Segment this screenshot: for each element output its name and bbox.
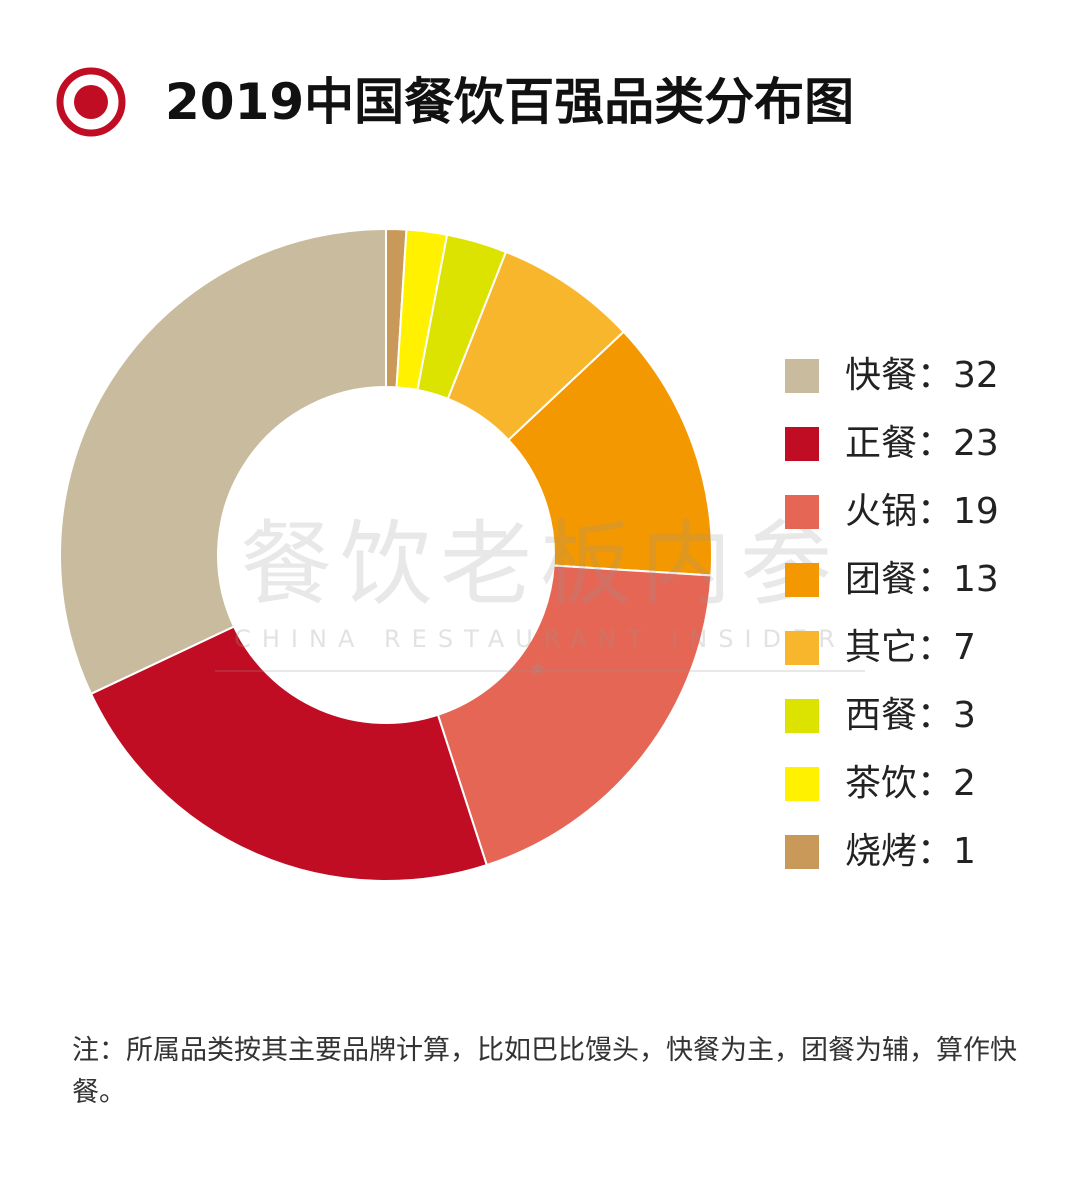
slice-团餐 bbox=[507, 330, 713, 577]
legend-item: 团餐：13 bbox=[785, 546, 1065, 614]
legend: 快餐：32 正餐：23 火锅：19 团餐：13 其它：7 西餐：3 茶饮：2 烧烤：1 bbox=[785, 342, 1065, 886]
legend-swatch bbox=[785, 495, 819, 529]
legend-label: 烧烤：1 bbox=[845, 831, 976, 872]
legend-item: 西餐：3 bbox=[785, 682, 1065, 750]
slice-快餐 bbox=[59, 227, 387, 696]
legend-item: 火锅：19 bbox=[785, 478, 1065, 546]
legend-label: 快餐：32 bbox=[845, 355, 999, 396]
legend-swatch bbox=[785, 359, 819, 393]
legend-label: 其它：7 bbox=[845, 627, 976, 668]
legend-item: 烧烤：1 bbox=[785, 818, 1065, 886]
legend-swatch bbox=[785, 631, 819, 665]
legend-label: 团餐：13 bbox=[845, 559, 999, 600]
legend-label: 茶饮：2 bbox=[845, 763, 976, 804]
legend-label: 火锅：19 bbox=[845, 491, 999, 532]
legend-label: 正餐：23 bbox=[845, 423, 999, 464]
target-icon bbox=[56, 67, 126, 137]
legend-item: 其它：7 bbox=[785, 614, 1065, 682]
legend-item: 茶饮：2 bbox=[785, 750, 1065, 818]
slice-火锅 bbox=[436, 564, 713, 867]
legend-swatch bbox=[785, 427, 819, 461]
legend-swatch bbox=[785, 563, 819, 597]
legend-label: 西餐：3 bbox=[845, 695, 976, 736]
legend-item: 快餐：32 bbox=[785, 342, 1065, 410]
legend-swatch bbox=[785, 767, 819, 801]
legend-item: 正餐：23 bbox=[785, 410, 1065, 478]
footnote: 注：所属品类按其主要品牌计算，比如巴比馒头，快餐为主，团餐为辅，算作快餐。 bbox=[72, 1035, 1017, 1108]
legend-swatch bbox=[785, 699, 819, 733]
slice-正餐 bbox=[89, 625, 489, 882]
chart-title: 2019中国餐饮百强品类分布图 bbox=[165, 73, 855, 131]
legend-swatch bbox=[785, 835, 819, 869]
header: 2019中国餐饮百强品类分布图 bbox=[55, 62, 1035, 142]
